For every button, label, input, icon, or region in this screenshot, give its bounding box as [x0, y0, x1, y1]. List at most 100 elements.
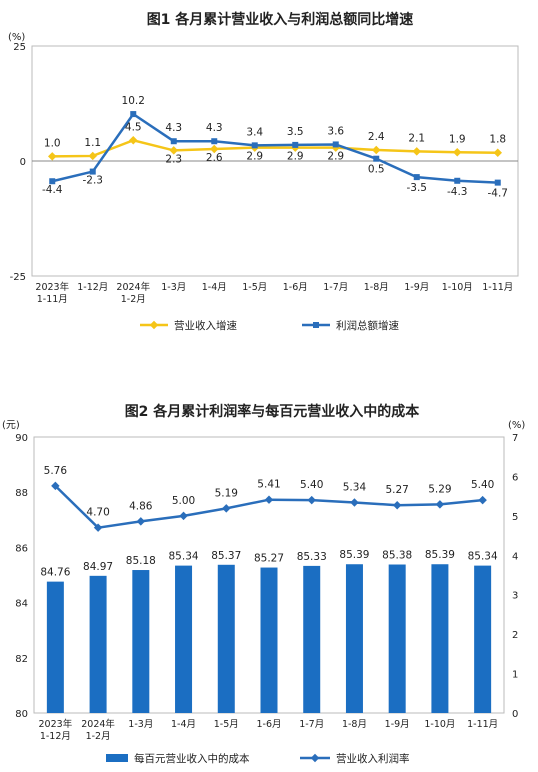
chart-2-bar — [388, 564, 406, 713]
legend-marker-margin — [310, 753, 320, 763]
chart-1-data-label: -2.3 — [83, 175, 104, 187]
chart-1-data-label: -3.5 — [407, 182, 428, 194]
legend-label-cost: 每百元营业收入中的成本 — [134, 752, 250, 765]
chart-2-bar — [217, 564, 235, 713]
chart-1-point-revenue — [372, 145, 381, 155]
chart-1-x-tick-label: 2023年 — [35, 281, 69, 293]
chart-2-margin-label: 5.29 — [428, 483, 451, 495]
chart-1-data-label: 0.5 — [368, 164, 385, 176]
chart-2-margin-label: 5.41 — [257, 479, 280, 491]
chart-1-data-label: -4.3 — [447, 186, 468, 198]
chart-2-bar-label: 85.33 — [297, 551, 327, 563]
chart-1-y-tick-label: -25 — [10, 272, 26, 283]
chart-2-margin-point — [478, 495, 487, 505]
chart-2-bar-label: 85.39 — [339, 549, 369, 561]
chart-2-margin-point — [264, 495, 274, 504]
chart-2-right-tick-label: 6 — [512, 472, 518, 483]
chart-1-point-revenue — [48, 152, 57, 161]
chart-2-bar — [46, 581, 64, 713]
chart-1-data-label: 1.9 — [449, 133, 466, 145]
chart-2-x-tick-label: 1-2月 — [86, 731, 111, 742]
chart-1-data-label: 2.4 — [368, 131, 385, 143]
chart-2-margin-label: 4.86 — [129, 500, 153, 512]
chart-2: 图2 各月累计利润率与每百元营业收入中的成本 (元) (%) 90 88 86 84 8… — [2, 403, 525, 765]
chart-2-margin-point — [222, 504, 231, 513]
legend-swatch-cost — [106, 754, 128, 762]
chart-2-x-tick-label: 1-12月 — [40, 731, 71, 742]
chart-2-left-axis-label: (元) — [2, 420, 20, 431]
chart-1-data-label: 1.0 — [44, 137, 61, 149]
chart-2-margin-point — [350, 498, 359, 507]
chart-2-x-tick-label: 1-10月 — [424, 719, 455, 730]
chart-2-bar-label: 85.38 — [382, 550, 412, 562]
chart-1-title: 图1 各月累计营业收入与利润总额同比增速 — [147, 11, 414, 28]
chart-1-point-profit — [170, 138, 177, 145]
chart-2-bar-label: 85.34 — [468, 551, 498, 563]
chart-1-data-label: 4.3 — [165, 122, 182, 134]
chart-1-point-profit — [373, 155, 380, 162]
chart-2-bar — [89, 575, 107, 713]
chart-1-x-tick-label: 1-12月 — [77, 282, 108, 293]
chart-2-left-tick-label: 86 — [15, 543, 28, 554]
chart-2-right-tick-label: 1 — [512, 670, 518, 681]
chart-2-bar-label: 84.97 — [83, 561, 113, 573]
chart-1-point-revenue — [493, 148, 502, 157]
chart-2-x-tick-label: 1-11月 — [467, 719, 498, 730]
chart-2-margin-point — [435, 500, 445, 509]
chart-2-x-tick-label: 1-6月 — [256, 719, 281, 730]
chart-2-x-tick-label: 1-7月 — [299, 719, 324, 730]
chart-1-point-profit — [49, 178, 56, 185]
chart-2-margin-label: 5.19 — [215, 487, 238, 499]
chart-2-left-tick-label: 88 — [15, 488, 28, 499]
chart-1-data-label: 2.9 — [287, 151, 304, 163]
chart-1-point-profit — [292, 141, 299, 148]
legend-label-revenue: 营业收入增速 — [174, 319, 237, 332]
chart-2-x-tick-label: 1-8月 — [342, 719, 367, 730]
chart-1-data-label: 2.6 — [206, 152, 223, 164]
chart-1-x-tick-label: 1-8月 — [364, 282, 389, 293]
legend-marker-revenue — [149, 320, 159, 330]
chart-2-margin-label: 5.34 — [343, 481, 367, 493]
chart-1-data-label: 4.5 — [125, 121, 142, 133]
chart-2-margin-label: 5.00 — [172, 495, 195, 507]
chart-2-bar — [175, 565, 193, 713]
chart-2-left-tick-label: 90 — [15, 433, 28, 444]
chart-1-x-tick-label: 1-4月 — [202, 282, 227, 293]
chart-1-x-tick-label: 1-11月 — [37, 294, 68, 305]
chart-2-right-tick-label: 2 — [512, 630, 518, 641]
chart-1-data-label: 2.1 — [408, 132, 425, 144]
chart-2-bar-label: 85.37 — [211, 550, 241, 562]
chart-1-point-revenue — [210, 144, 219, 154]
chart-1-series-line-1 — [51, 112, 498, 184]
chart-2-right-tick-label: 4 — [512, 551, 518, 562]
chart-2-title: 图2 各月累计利润率与每百元营业收入中的成本 — [125, 403, 421, 420]
chart-1-y-axis-label: (%) — [8, 32, 25, 43]
chart-1-point-profit — [332, 141, 339, 148]
legend-label-margin: 营业收入利润率 — [336, 752, 410, 765]
chart-2-bar — [260, 567, 278, 713]
chart-1-data-label: 3.6 — [327, 125, 344, 137]
chart-2-bar — [345, 564, 363, 713]
chart-2-margin-label: 5.40 — [300, 479, 323, 491]
chart-1-data-label: 1.1 — [84, 137, 101, 149]
chart-2-margin-point — [392, 500, 402, 510]
chart-2-bar — [431, 564, 449, 713]
chart-2-margin-label: 5.27 — [385, 484, 408, 496]
chart-1-x-tick-label: 1-5月 — [242, 282, 267, 293]
chart-1-point-revenue — [169, 146, 178, 155]
chart-2-bar-label: 85.39 — [425, 549, 455, 561]
chart-2-margin-label: 4.70 — [86, 507, 109, 519]
chart-1-point-revenue — [453, 148, 462, 157]
chart-1-data-label: 4.3 — [206, 122, 223, 134]
chart-2-margin-point — [136, 517, 146, 526]
chart-2-x-tick-label: 1-9月 — [385, 719, 410, 730]
chart-1-data-label: 1.8 — [489, 134, 506, 146]
chart-2-right-tick-label: 3 — [512, 591, 518, 602]
legend-marker-profit — [313, 322, 319, 328]
chart-1-point-profit — [413, 174, 420, 181]
chart-1-point-profit — [454, 177, 461, 184]
chart-2-right-axis-label: (%) — [508, 420, 525, 431]
chart-2-margin-point — [179, 511, 188, 521]
chart-1-point-revenue — [88, 151, 97, 161]
chart-2-x-tick-label: 2023年 — [39, 718, 73, 730]
